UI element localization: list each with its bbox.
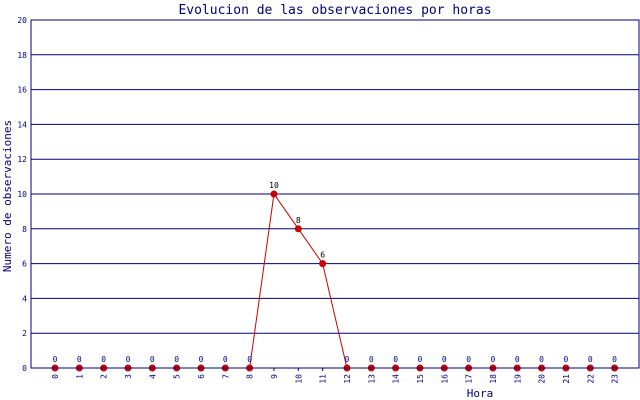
data-label: 0 [77,355,82,364]
x-tick-label: 3 [124,374,133,379]
data-label: 0 [588,355,593,364]
x-tick-label: 19 [513,374,522,384]
data-label: 0 [539,355,544,364]
data-label: 0 [442,355,447,364]
data-label: 0 [101,355,106,364]
x-tick-label: 22 [586,374,595,384]
x-tick-label: 5 [173,374,182,379]
x-tick-label: 6 [197,374,206,379]
data-label: 0 [150,355,155,364]
data-label: 0 [466,355,471,364]
data-label: 0 [223,355,228,364]
data-point [294,225,302,233]
x-tick-label: 11 [319,374,328,384]
data-label: 0 [126,355,131,364]
data-label: 0 [515,355,520,364]
y-tick-label: 4 [22,294,27,303]
x-tick-label: 10 [294,374,303,384]
y-axis-label: Numero de observaciones [1,120,14,272]
chart-title: Evolucion de las observaciones por horas [178,3,491,18]
data-label: 0 [174,355,179,364]
x-tick-label: 18 [489,374,498,384]
x-tick-label: 1 [75,374,84,379]
y-ticks: 0 2 4 6 8 10 12 14 16 18 20 [17,16,27,373]
data-label: 0 [247,355,252,364]
x-tick-label: 12 [343,374,352,384]
data-label: 0 [612,355,617,364]
data-label: 10 [269,181,279,190]
plot-frame [30,19,640,369]
x-tick-label: 4 [148,374,157,379]
x-tick-label: 21 [562,374,571,384]
data-label: 0 [564,355,569,364]
y-tick-label: 6 [22,260,27,269]
data-point [270,190,278,198]
x-tick-label: 13 [367,374,376,384]
y-tick-label: 0 [22,364,27,373]
x-tick-label: 15 [416,374,425,384]
data-label: 6 [320,251,325,260]
y-tick-label: 8 [22,225,27,234]
data-label: 0 [345,355,350,364]
x-tick-label: 23 [611,374,620,384]
x-tick-label: 16 [440,374,449,384]
y-tick-label: 18 [17,51,27,60]
x-tick-label: 2 [100,374,109,379]
data-labels: 0 0 0 0 0 0 0 0 0 10 8 6 0 0 0 0 0 0 0 0 0 0 0 0 [53,181,618,364]
x-axis-label: Hora [467,387,494,400]
y-tick-label: 16 [17,86,27,95]
series-polyline [55,192,615,369]
x-tick-label: 8 [246,374,255,379]
x-tick-label: 20 [538,374,547,384]
data-point [319,260,327,268]
data-points [51,190,619,372]
data-label: 0 [199,355,204,364]
y-tick-label: 2 [22,329,27,338]
data-label: 0 [491,355,496,364]
x-tick-label: 17 [465,374,474,384]
data-label: 8 [296,216,301,225]
y-tick-label: 12 [17,155,27,164]
x-tick-label: 14 [392,374,401,384]
data-label: 0 [418,355,423,364]
y-tick-label: 10 [17,190,27,199]
x-ticks: 0 1 2 3 4 5 6 7 8 9 10 11 12 13 14 15 16 17 18 19 20 21 22 23 [51,368,620,384]
x-tick-label: 0 [51,374,60,379]
y-tick-label: 20 [17,16,27,25]
y-tick-label: 14 [17,120,27,129]
data-label: 0 [393,355,398,364]
x-tick-label: 9 [270,374,279,379]
data-label: 0 [369,355,374,364]
series-line [55,192,615,369]
x-tick-label: 7 [221,374,230,379]
data-label: 0 [53,355,58,364]
